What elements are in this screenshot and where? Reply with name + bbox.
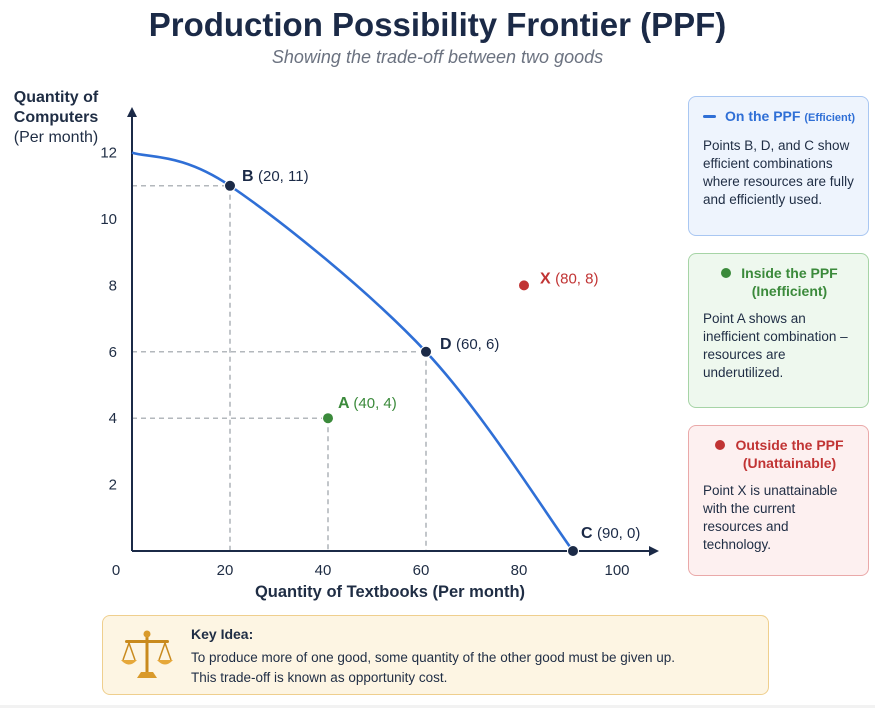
point-letter: B	[242, 168, 258, 185]
legend-efficient-qualifier: (Efficient)	[804, 112, 856, 124]
legend-card-inefficient-header: Inside the PPF (Inefficient)	[703, 264, 856, 300]
axes	[127, 107, 659, 556]
red-dot-icon	[715, 440, 726, 450]
legend-unattainable-qualifier: (Unattainable)	[742, 455, 837, 471]
legend-unattainable-title: Outside the PPF	[735, 437, 844, 453]
point-label-c: C (90, 0)	[581, 525, 640, 542]
tick-labels: 0 20 40 60 80 100 2 4 6 8 10 12	[100, 145, 629, 579]
y-tick-label: 4	[109, 410, 117, 427]
point-d	[420, 345, 432, 358]
data-points: B (20, 11) D (60, 6) C (90, 0) A (40, 4) X (…	[224, 168, 640, 557]
point-coord: (60, 6)	[456, 336, 499, 353]
key-idea-line-1: To produce more of one good, some quanti…	[191, 650, 676, 665]
ppf-curve-layer	[131, 151, 575, 552]
key-idea-title: Key Idea:	[191, 626, 254, 642]
legend-card-unattainable: Outside the PPF (Unattainable) Point X i…	[688, 425, 869, 576]
chart-title: Production Possibility Frontier (PPF)	[148, 6, 727, 43]
legend-unattainable-body: Point X is unattainable with the current…	[703, 483, 838, 552]
legend-card-unattainable-header: Outside the PPF (Unattainable)	[703, 436, 856, 472]
y-tick-label: 2	[109, 477, 117, 494]
legend-inefficient-qualifier: (Inefficient)	[751, 283, 828, 299]
x-axis-label: Quantity of Textbooks (Per month)	[255, 583, 525, 601]
ppf-chart: 0 20 40 60 80 100 2 4 6 8 10 12 B (20, 11) D (60, 6)…	[14, 89, 659, 601]
y-tick-label: 6	[109, 344, 117, 361]
legend-efficient-body: Points B, D, and C show efficient combin…	[703, 138, 854, 207]
x-tick-label: 100	[604, 562, 629, 579]
point-coord: (40, 4)	[353, 395, 396, 412]
point-a	[322, 412, 334, 425]
point-x	[518, 279, 530, 292]
point-c	[567, 545, 579, 557]
point-letter: D	[440, 336, 456, 353]
legend-efficient-title: On the PPF	[725, 108, 801, 124]
point-letter: X	[540, 270, 555, 287]
y-axis-label-line: (Per month)	[14, 129, 98, 146]
key-idea-line-2: This trade-off is known as opportunity c…	[191, 670, 448, 685]
legend-inefficient-body: Point A shows an inefficient combination…	[703, 311, 848, 380]
y-tick-label: 10	[100, 211, 117, 228]
ppf-curve	[131, 151, 575, 552]
point-label-x: X (80, 8)	[540, 270, 598, 287]
scales-icon	[121, 630, 173, 678]
bottom-divider	[0, 705, 875, 708]
guide-lines	[132, 185, 427, 551]
x-tick-label: 60	[413, 562, 430, 579]
point-letter: A	[338, 395, 353, 412]
chart-subtitle: Showing the trade-off between two goods	[271, 47, 604, 67]
point-coord: (20, 11)	[258, 168, 309, 185]
point-letter: C	[581, 525, 597, 542]
legend-inefficient-title: Inside the PPF	[741, 265, 838, 281]
point-coord: (80, 8)	[555, 270, 598, 287]
point-label-d: D (60, 6)	[440, 336, 499, 353]
y-tick-label: 8	[109, 277, 117, 294]
point-label-a: A (40, 4)	[338, 395, 397, 412]
x-tick-label: 0	[112, 562, 120, 579]
y-axis-label-line: Computers	[14, 109, 99, 126]
legend-card-inefficient: Inside the PPF (Inefficient) Point A sho…	[688, 253, 869, 408]
key-idea-box: Key Idea: To produce more of one good, s…	[102, 615, 769, 695]
legend-card-efficient-header: On the PPF (Efficient)	[703, 107, 856, 127]
y-axis-label: Quantity of Computers (Per month)	[14, 89, 99, 146]
point-coord: (90, 0)	[597, 525, 640, 542]
green-dot-icon	[721, 268, 732, 278]
x-tick-label: 80	[511, 562, 528, 579]
point-label-b: B (20, 11)	[242, 168, 309, 185]
y-axis-label-line: Quantity of	[14, 89, 99, 106]
legend-card-efficient: On the PPF (Efficient) Points B, D, and …	[688, 96, 869, 236]
y-tick-label: 12	[100, 145, 117, 162]
point-b	[224, 179, 236, 192]
x-tick-label: 20	[217, 562, 234, 579]
blue-line-icon	[703, 115, 716, 118]
x-tick-label: 40	[315, 562, 332, 579]
